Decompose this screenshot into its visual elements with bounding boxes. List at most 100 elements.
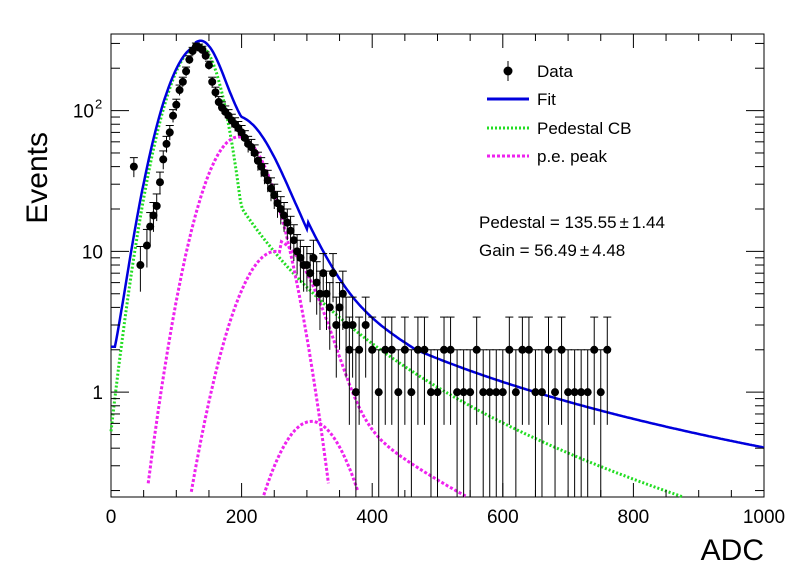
gain-plusminus: ±: [580, 241, 589, 260]
legend-label-pedestal: Pedestal CB: [537, 119, 632, 138]
data-point: [159, 155, 168, 164]
data-point: [596, 388, 605, 397]
data-point: [603, 345, 612, 354]
data-point: [433, 388, 442, 397]
x-axis-title: ADC: [701, 534, 764, 567]
legend-label-pe-peak: p.e. peak: [537, 147, 607, 166]
data-point: [260, 169, 269, 178]
legend-label-fit: Fit: [537, 90, 556, 109]
y-tick-label: 1: [92, 383, 103, 404]
data-point: [472, 345, 481, 354]
data-point: [446, 345, 455, 354]
data-point: [505, 345, 514, 354]
data-point: [165, 128, 174, 137]
data-point: [413, 345, 422, 354]
data-point: [557, 345, 566, 354]
fit-results: Pedestal = 135.55 ±1.44 Gain = 56.49 ±4.48: [479, 213, 665, 260]
data-point: [155, 178, 164, 187]
x-tick-label: 200: [226, 507, 258, 528]
data-point: [583, 388, 592, 397]
pe-peak-2-curve: [189, 239, 467, 498]
data-point: [315, 289, 324, 298]
data-point: [407, 388, 416, 397]
data-point: [544, 345, 553, 354]
data-point: [185, 55, 194, 64]
data-point: [322, 289, 331, 298]
data-point: [381, 345, 390, 354]
data-point: [485, 388, 494, 397]
data-point: [511, 388, 520, 397]
data-point: [342, 320, 351, 329]
x-tick-label: 400: [356, 507, 388, 528]
data-point: [175, 86, 184, 95]
data-point: [325, 303, 334, 312]
gain-annotation: Gain = 56.49 ±4.48: [479, 241, 625, 260]
x-tick-label: 1000: [743, 507, 785, 528]
data-point: [518, 345, 527, 354]
data-point: [201, 51, 210, 60]
data-point: [570, 388, 579, 397]
data-point: [136, 261, 145, 270]
x-tick-label: 600: [487, 507, 519, 528]
data-point: [146, 222, 155, 231]
data-point: [257, 162, 266, 171]
data-point: [280, 211, 289, 220]
legend-item-pe-peak: p.e. peak: [487, 147, 607, 166]
pe-peak-1-curve: [146, 135, 330, 484]
data-point: [479, 388, 488, 397]
gain-error: 4.48: [592, 241, 625, 260]
data-point: [492, 388, 501, 397]
data-point: [152, 202, 161, 211]
data-point: [329, 269, 338, 278]
x-tick-label: 800: [618, 507, 650, 528]
pedestal-plusminus: ±: [620, 213, 629, 232]
data-point: [309, 253, 318, 262]
data-point: [250, 148, 259, 157]
data-point: [453, 388, 462, 397]
data-point: [498, 388, 507, 397]
legend-item-fit: Fit: [487, 90, 556, 109]
data-point: [361, 320, 370, 329]
data-point: [306, 269, 315, 278]
data-point: [211, 88, 220, 97]
data-point: [394, 388, 403, 397]
y-tick-label-exponent: 2: [95, 97, 102, 112]
data-point: [182, 67, 191, 76]
data-point: [296, 253, 305, 262]
data-point: [420, 345, 429, 354]
x-tick-label: 0: [106, 507, 117, 528]
data-point: [276, 204, 285, 213]
data-point: [335, 303, 344, 312]
data-point: [524, 345, 533, 354]
data-point: [286, 226, 295, 235]
data-point: [312, 278, 321, 287]
data-point: [162, 139, 171, 148]
data-point: [302, 261, 311, 270]
y-tick-label: 10: [82, 242, 103, 263]
pedestal-annotation: Pedestal = 135.55 ±1.44: [479, 213, 665, 232]
data-point: [466, 388, 475, 397]
data-point: [293, 247, 302, 256]
legend-item-pedestal: Pedestal CB: [487, 119, 632, 138]
data-point: [129, 162, 138, 171]
data-point: [551, 388, 560, 397]
data-point: [348, 320, 357, 329]
data-point: [204, 61, 213, 70]
data-point: [387, 345, 396, 354]
legend-label-data: Data: [537, 62, 573, 81]
pedestal-error: 1.44: [632, 213, 665, 232]
legend-item-data: Data: [503, 61, 573, 81]
data-point: [374, 388, 383, 397]
data-point: [577, 388, 586, 397]
data-point: [351, 388, 360, 397]
data-point: [149, 211, 158, 220]
data-point: [178, 77, 187, 86]
data-point: [332, 320, 341, 329]
y-axis-title: Events: [21, 132, 54, 224]
y-tick-label: 10: [73, 102, 94, 123]
data-point: [283, 218, 292, 227]
pedestal-value: Pedestal = 135.55: [479, 213, 617, 232]
data-point: [253, 156, 262, 165]
